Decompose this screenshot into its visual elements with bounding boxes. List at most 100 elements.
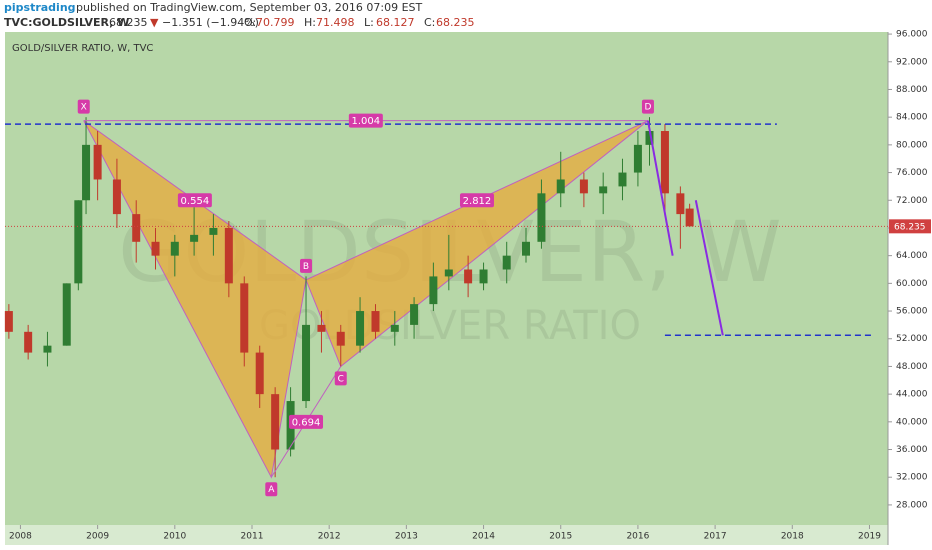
point-label: D	[644, 103, 651, 113]
y-tick-label: 48.000	[896, 362, 928, 372]
ratio-box	[289, 414, 324, 429]
change-arrow: ▼	[150, 16, 159, 29]
candle-body	[209, 227, 218, 235]
x-tick-label: 2010	[163, 532, 186, 542]
candle-body	[255, 352, 264, 395]
candle-body	[502, 255, 511, 270]
symbol: TVC:GOLDSILVER, W	[4, 16, 129, 29]
last-price-label: 68.235	[894, 222, 926, 232]
x-tick-label: 2011	[241, 532, 264, 542]
chart-title: GOLD/SILVER RATIO, W, TVC	[12, 43, 153, 54]
candle-body	[371, 311, 380, 332]
watermark: GOLDSILVER RATIO	[259, 303, 641, 349]
ratio-box	[348, 113, 383, 128]
y-tick-label: 44.000	[896, 390, 928, 400]
candle-body	[537, 193, 546, 242]
ratio-box	[177, 193, 212, 208]
y-tick-label: 80.000	[896, 140, 928, 150]
x-tick-label: 2018	[781, 532, 804, 542]
candle-body	[43, 345, 52, 353]
y-tick-label: 36.000	[896, 445, 928, 455]
x-tick-label: 2012	[318, 532, 341, 542]
y-tick-label: 92.000	[896, 57, 928, 67]
ohlc-value: 68.235	[436, 16, 475, 29]
ohlc-label: C:	[424, 16, 435, 29]
candle-body	[579, 179, 588, 194]
candle-body	[444, 269, 453, 277]
candle-body	[74, 200, 83, 284]
candle-body	[240, 283, 249, 353]
candle-body	[336, 331, 345, 346]
y-tick-label: 56.000	[896, 307, 928, 317]
point-label: X	[81, 103, 87, 113]
candle-body	[522, 241, 531, 256]
candle-body	[410, 304, 419, 325]
point-box	[334, 371, 347, 386]
candle-body	[645, 131, 654, 145]
ohlc-label: O:	[244, 16, 256, 29]
ohlc-value: 68.127	[376, 16, 415, 29]
x-axis-area	[5, 525, 888, 545]
x-tick-label: 2008	[9, 532, 32, 542]
candle-body	[317, 324, 326, 332]
candle-body	[271, 394, 280, 450]
candle-body	[660, 131, 669, 194]
x-tick-label: 2009	[86, 532, 109, 542]
last-price-box	[889, 219, 931, 234]
ohlc-value: 70.799	[256, 16, 295, 29]
projection-line	[646, 120, 674, 256]
ratio-label: 2.812	[463, 196, 492, 207]
author: pipstrading	[4, 1, 76, 14]
x-tick-label: 2014	[472, 532, 495, 542]
point-label: C	[338, 374, 344, 384]
candle-body	[479, 269, 488, 284]
x-tick-label: 2016	[626, 532, 649, 542]
price: 68.235	[109, 16, 148, 29]
candle-body	[356, 311, 365, 346]
candle-body	[302, 324, 311, 402]
ratio-box	[459, 193, 494, 208]
y-tick-label: 96.000	[896, 30, 928, 40]
candle-body	[4, 311, 13, 332]
projection-line	[694, 200, 724, 336]
published: published on TradingView.com, September …	[76, 1, 423, 14]
ohlc-value: 71.498	[316, 16, 355, 29]
y-tick-label: 64.000	[896, 251, 928, 261]
x-tick-label: 2019	[858, 532, 881, 542]
candle-body	[685, 208, 694, 227]
candle-body	[132, 214, 141, 242]
x-tick-label: 2017	[704, 532, 727, 542]
candle-body	[151, 241, 160, 256]
candle-body	[24, 331, 33, 353]
candle-body	[676, 193, 685, 215]
candle-body	[429, 276, 438, 305]
ohlc-label: L:	[364, 16, 374, 29]
candle-body	[93, 144, 102, 180]
x-tick-label: 2013	[395, 532, 418, 542]
y-tick-label: 28.000	[896, 500, 928, 510]
y-tick-label: 84.000	[896, 113, 928, 123]
y-tick-label: 32.000	[896, 473, 928, 483]
y-tick-label: 76.000	[896, 168, 928, 178]
y-tick-label: 72.000	[896, 196, 928, 206]
ratio-label: 0.694	[292, 417, 321, 428]
x-tick-label: 2015	[549, 532, 572, 542]
point-box	[77, 99, 90, 114]
point-label: B	[303, 262, 309, 272]
candle-body	[190, 234, 199, 242]
ratio-label: 0.554	[181, 196, 210, 207]
candle-body	[599, 186, 608, 194]
y-tick-label: 88.000	[896, 85, 928, 95]
point-label: A	[268, 485, 275, 495]
y-tick-label: 60.000	[896, 279, 928, 289]
y-tick-label: 40.000	[896, 417, 928, 427]
candle-body	[633, 144, 642, 173]
candle-body	[82, 144, 91, 201]
candle-body	[390, 324, 399, 332]
point-box	[300, 258, 313, 273]
candle-body	[464, 269, 473, 284]
candle-body	[62, 283, 71, 346]
candle-body	[556, 179, 565, 194]
